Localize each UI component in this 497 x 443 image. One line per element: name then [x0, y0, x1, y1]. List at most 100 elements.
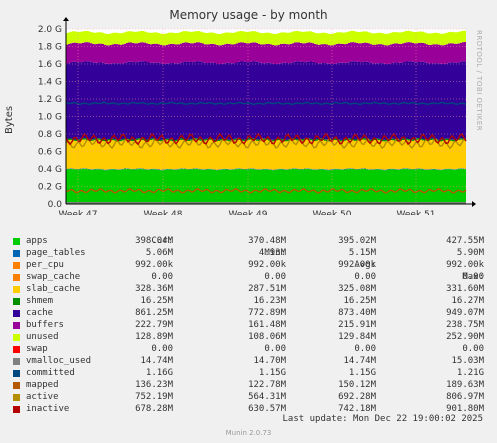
legend-value-min: 161.48M: [248, 320, 286, 330]
legend-series-name: inactive: [26, 404, 70, 414]
legend-swatch: [13, 370, 20, 377]
legend-value-avg: 129.84M: [338, 332, 376, 342]
legend-series-name: page_tables: [26, 248, 86, 258]
legend-swatch: [13, 394, 20, 401]
legend-series-name: apps: [26, 236, 48, 246]
legend-value-cur: 678.28M: [135, 404, 173, 414]
legend-series-name: buffers: [26, 320, 64, 330]
legend-value-avg: 215.91M: [338, 320, 376, 330]
legend-value-max: 1.21G: [456, 368, 484, 378]
legend-value-max: 15.03M: [451, 356, 484, 366]
legend-header-min: Min:: [264, 248, 286, 258]
legend-swatch: [13, 274, 20, 281]
legend-swatch: [13, 286, 20, 293]
legend-row-vmalloc-used: vmalloc_used 14.74M 14.70M 14.74M 15.03M: [0, 355, 497, 367]
legend-row-mapped: mapped 136.23M 122.78M 150.12M 189.63M: [0, 379, 497, 391]
y-tick-label: 0.6 G: [38, 148, 62, 158]
legend-value-max: 331.60M: [446, 284, 484, 294]
legend-value-avg: 150.12M: [338, 380, 376, 390]
legend-value-avg: 873.40M: [338, 308, 376, 318]
y-tick-label: 0.4 G: [38, 165, 62, 175]
legend-row-unused: unused 128.89M 108.06M 129.84M 252.90M: [0, 331, 497, 343]
legend-value-cur: 14.74M: [140, 356, 173, 366]
legend-series-name: per_cpu: [26, 260, 64, 270]
legend-swatch: [13, 322, 20, 329]
x-tick-label: Week 51: [397, 210, 436, 215]
y-axis-arrow: [63, 17, 69, 21]
chart-title: Memory usage - by month: [169, 8, 328, 22]
legend-row-slab-cache: slab_cache 328.36M 287.51M 325.08M 331.60M: [0, 283, 497, 295]
legend-row-per-cpu: per_cpu 992.00k 992.00k 992.00k 992.00k: [0, 259, 497, 271]
legend-row-swap: swap 0.00 0.00 0.00 0.00: [0, 343, 497, 355]
legend-row-active: active 752.19M 564.31M 692.28M 806.97M: [0, 391, 497, 403]
legend-row-cache: cache 861.25M 772.89M 873.40M 949.07M: [0, 307, 497, 319]
legend-row-swap-cache: swap_cache 0.00 0.00 0.00 0.00: [0, 271, 497, 283]
legend-value-min: 772.89M: [248, 308, 286, 318]
area-unused: [66, 30, 466, 46]
x-tick-label: Week 50: [313, 210, 352, 215]
legend-series-name: active: [26, 392, 59, 402]
legend-header-max: Max:: [462, 272, 484, 282]
legend-series-name: committed: [26, 368, 75, 378]
munin-brand: Munin 2.0.73: [225, 429, 272, 437]
area-apps: [66, 168, 466, 204]
legend-value-min: 0.00: [264, 344, 286, 354]
legend-value-max: 5.90M: [456, 248, 484, 258]
line-mapped: [65, 188, 467, 194]
legend-value-avg: 325.08M: [338, 284, 376, 294]
legend-value-min: 1.15G: [258, 368, 286, 378]
y-tick-label: 2.0 G: [38, 25, 62, 35]
legend-swatch: [13, 334, 20, 341]
legend-value-min: 122.78M: [248, 380, 286, 390]
legend-series-name: cache: [26, 308, 54, 318]
legend-series-name: unused: [26, 332, 59, 342]
y-tick-label: 1.4 G: [38, 78, 62, 88]
legend-row-buffers: buffers 222.79M 161.48M 215.91M 238.75M: [0, 319, 497, 331]
line-committed: [65, 101, 467, 106]
legend-swatch: [13, 250, 20, 257]
legend-value-min: 992.00k: [248, 260, 286, 270]
area-buffers: [66, 42, 466, 64]
y-tick-label: 1.8 G: [38, 43, 62, 53]
legend-row-page-tables: page_tables 5.06M 4.93M 5.15M 5.90M: [0, 247, 497, 259]
legend-header: Cur: Min: Avg: Max:: [0, 223, 497, 282]
legend-series-name: swap: [26, 344, 48, 354]
legend-value-min: 370.48M: [248, 236, 286, 246]
legend-value-max: 238.75M: [446, 320, 484, 330]
legend-row-inactive: inactive 678.28M 630.57M 742.18M 901.80M: [0, 403, 497, 415]
y-tick-label: 0.2 G: [38, 183, 62, 193]
legend-swatch: [13, 406, 20, 413]
legend-value-max: 252.90M: [446, 332, 484, 342]
area-slab-cache: [66, 139, 466, 170]
legend-value-max: 427.55M: [446, 236, 484, 246]
legend-value-cur: 752.19M: [135, 392, 173, 402]
legend-value-avg: 16.25M: [343, 296, 376, 306]
legend-value-avg: 14.74M: [343, 356, 376, 366]
legend-value-avg: 992.00k: [338, 260, 376, 270]
legend-swatch: [13, 382, 20, 389]
legend-value-min: 14.70M: [253, 356, 286, 366]
legend-value-max: 949.07M: [446, 308, 484, 318]
area-per-cpu: [66, 168, 466, 170]
legend-value-cur: 0.00: [151, 272, 173, 282]
legend-value-min: 108.06M: [248, 332, 286, 342]
y-tick-label: 1.2 G: [38, 95, 62, 105]
y-tick-label: 0.8 G: [38, 130, 62, 140]
legend-swatch: [13, 310, 20, 317]
legend-value-avg: 0.00: [354, 344, 376, 354]
legend-value-cur: 0.00: [151, 344, 173, 354]
legend-value-cur: 16.25M: [140, 296, 173, 306]
legend-value-avg: 5.15M: [348, 248, 376, 258]
last-update: Last update: Mon Dec 22 19:00:02 2025: [282, 414, 483, 424]
legend-row-apps: apps 398.04M 370.48M 395.02M 427.55M: [0, 235, 497, 247]
legend-swatch: [13, 346, 20, 353]
legend-value-cur: 1.16G: [145, 368, 173, 378]
legend-series-name: vmalloc_used: [26, 356, 92, 366]
legend-value-max: 0.00: [462, 344, 484, 354]
legend-value-min: 564.31M: [248, 392, 286, 402]
legend-row-committed: committed 1.16G 1.15G 1.15G 1.21G: [0, 367, 497, 379]
y-tick-label: 0.0: [48, 200, 63, 210]
legend-value-cur: 861.25M: [135, 308, 173, 318]
legend-value-min: 630.57M: [248, 404, 286, 414]
legend-swatch: [13, 298, 20, 305]
